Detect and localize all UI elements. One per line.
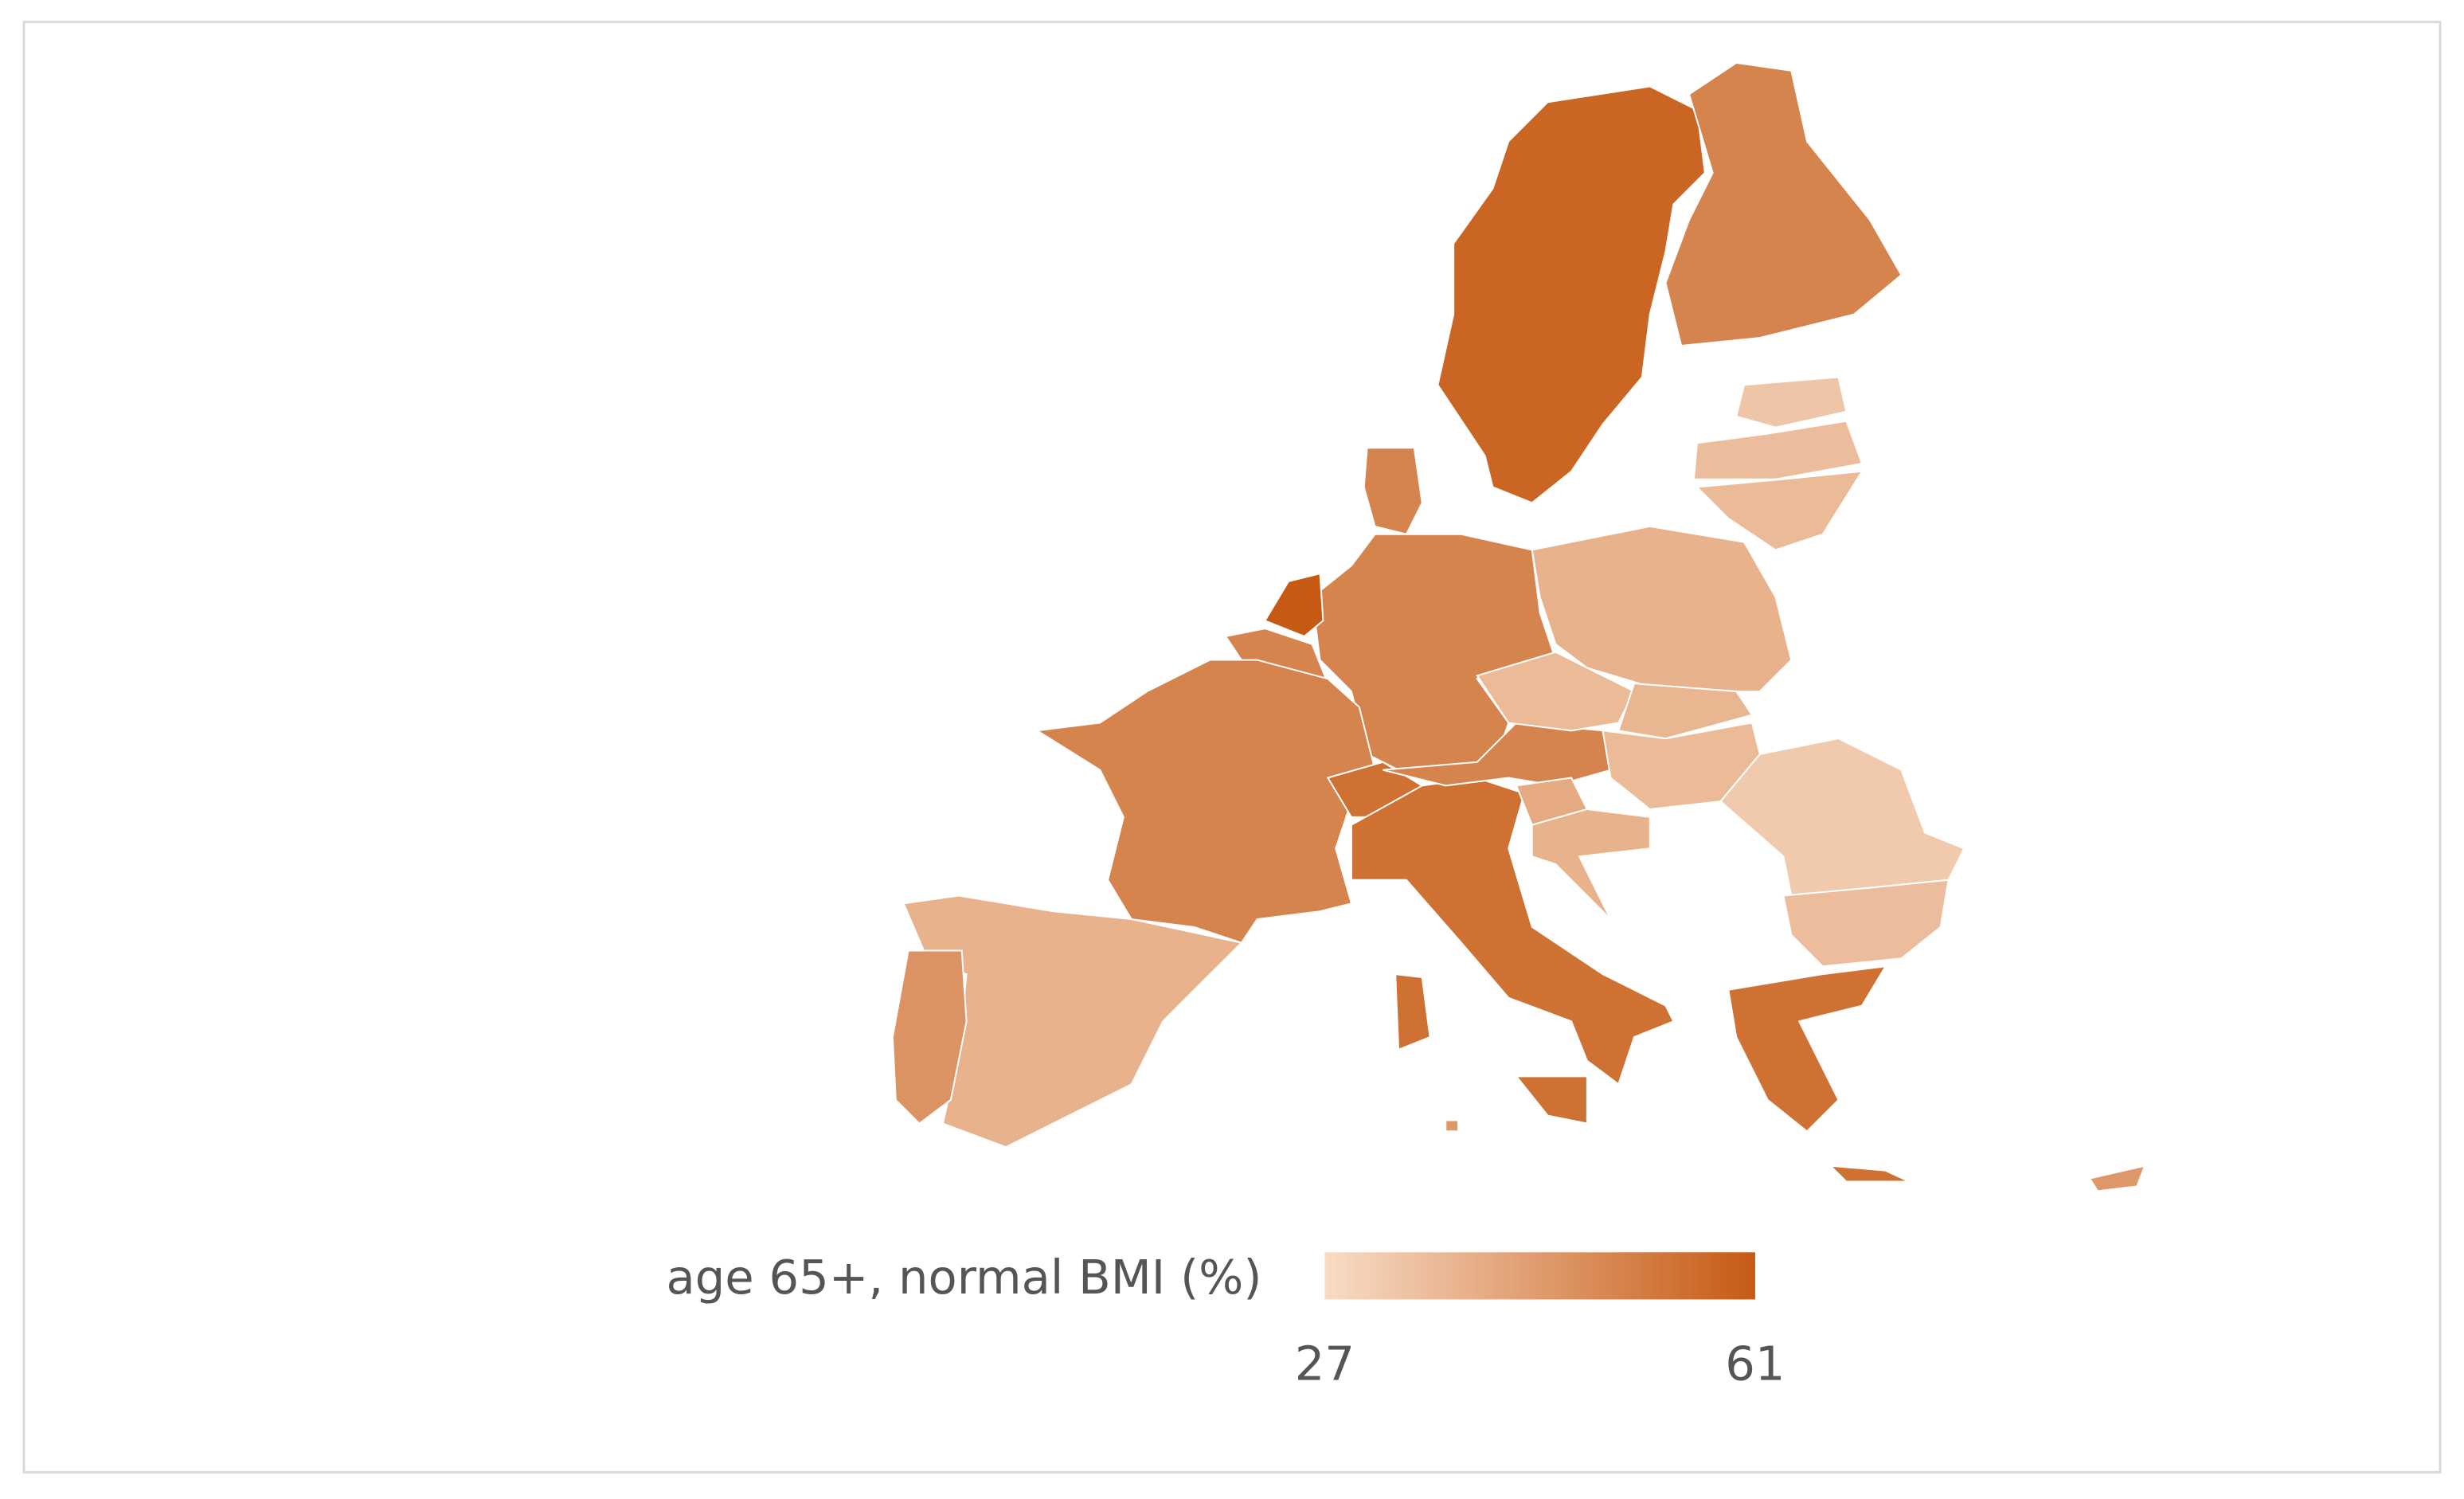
region [1034, 659, 1376, 944]
regions [891, 61, 2146, 1192]
region [1692, 420, 1864, 480]
region [1350, 777, 1675, 1086]
region [1719, 738, 1965, 897]
region [1363, 447, 1423, 535]
region [1727, 965, 1887, 1133]
region [1531, 525, 1793, 692]
region [1437, 85, 1706, 504]
region [2088, 1164, 2146, 1192]
region [1828, 1164, 1910, 1183]
colorbar-ticks: 27 61 [1295, 1336, 1785, 1391]
region [1394, 973, 1431, 1051]
region [891, 949, 968, 1125]
region [1445, 1119, 1460, 1133]
region [1664, 61, 1903, 347]
colorbar-tick-label: 27 [1295, 1336, 1355, 1391]
region [1476, 651, 1636, 732]
region [1695, 470, 1864, 551]
colorbar-title: age 65+, normal BMI (%) [666, 1250, 1261, 1305]
colorbar [1324, 1252, 1755, 1300]
region [1515, 1075, 1588, 1125]
region [1735, 376, 1848, 429]
region [1531, 808, 1651, 920]
colorbar-tick-label: 61 [1725, 1336, 1785, 1391]
region [1782, 879, 1950, 968]
region [1617, 683, 1754, 740]
region [1263, 572, 1324, 638]
